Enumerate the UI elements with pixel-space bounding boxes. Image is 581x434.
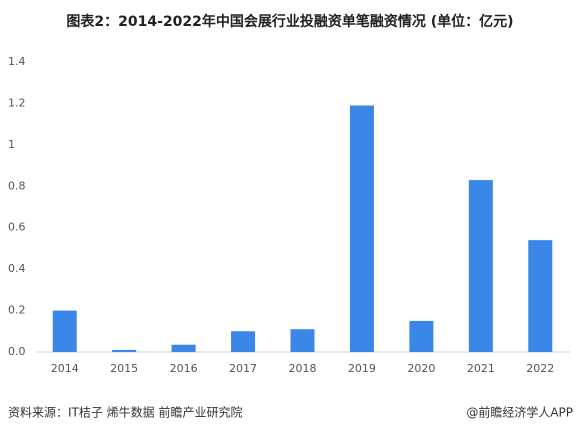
bar	[290, 329, 315, 352]
y-tick-label: 0.4	[8, 262, 26, 275]
x-tick-label: 2022	[526, 362, 554, 375]
chart-title: 图表2：2014-2022年中国会展行业投融资单笔融资情况 (单位：亿元)	[66, 13, 513, 30]
x-tick-label: 2016	[170, 362, 198, 375]
bar	[231, 331, 256, 352]
x-tick-label: 2014	[51, 362, 79, 375]
bar	[112, 349, 137, 352]
source: 资料来源：IT桔子 烯牛数据 前瞻产业研究院	[8, 405, 243, 420]
bar	[468, 180, 493, 352]
y-tick-label: 0.0	[8, 345, 26, 358]
credit: @前瞻经济学人APP	[466, 405, 573, 420]
bar	[409, 320, 434, 352]
bar	[171, 344, 196, 352]
x-tick-label: 2015	[110, 362, 138, 375]
bar	[52, 310, 77, 352]
bar	[349, 105, 374, 352]
y-tick-label: 1.2	[8, 96, 26, 109]
y-tick-label: 0.6	[8, 221, 26, 234]
x-tick-label: 2019	[348, 362, 376, 375]
y-tick-label: 0.8	[8, 179, 26, 192]
x-tick-label: 2018	[289, 362, 317, 375]
y-tick-label: 1.4	[8, 55, 26, 68]
x-tick-label: 2021	[467, 362, 495, 375]
bar	[528, 240, 553, 352]
x-tick-label: 2020	[407, 362, 435, 375]
x-tick-label: 2017	[229, 362, 257, 375]
y-tick-label: 1	[8, 138, 15, 151]
y-tick-label: 0.2	[8, 304, 26, 317]
